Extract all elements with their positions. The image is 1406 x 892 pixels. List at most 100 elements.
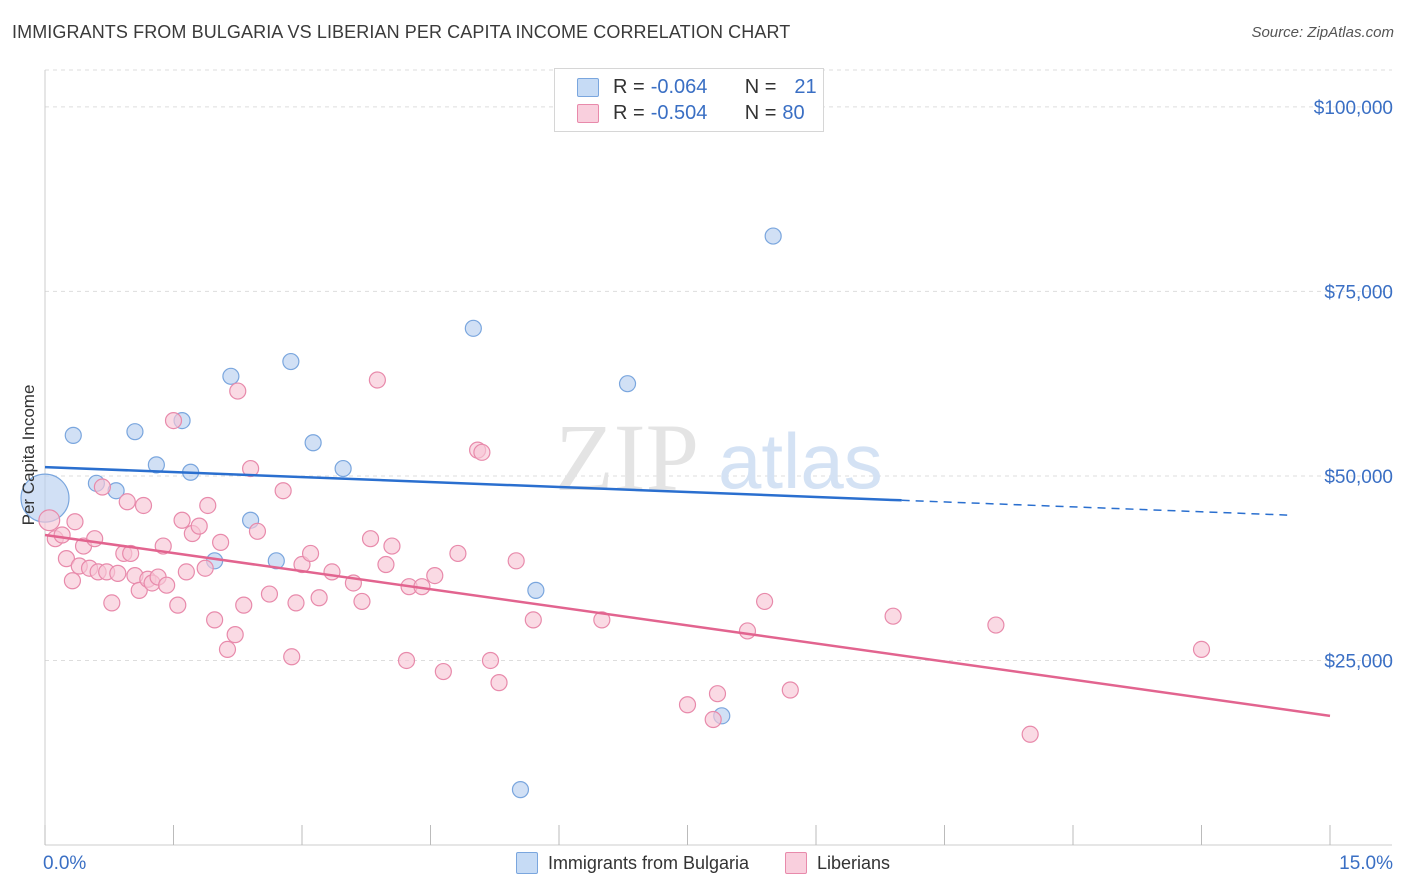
legend-box: R = -0.064 N = 21 R = -0.504 N = 80	[554, 68, 824, 132]
liberian-point	[86, 530, 104, 548]
bottom-legend-liberian: Liberians	[785, 852, 890, 874]
liberian-point	[738, 622, 757, 640]
liberian-point	[507, 552, 525, 570]
y-tick-label: $25,000	[1324, 651, 1393, 672]
trend-layer	[44, 465, 1331, 718]
liberian-point	[212, 533, 230, 551]
liberian-point	[310, 589, 328, 607]
y-axis-title: Per Capita Income	[19, 385, 38, 526]
liberian-point	[122, 544, 140, 563]
liberian-point	[383, 537, 401, 555]
liberian-point	[434, 662, 452, 681]
bulgaria-point	[527, 581, 545, 599]
legend-n-label: N =	[744, 75, 777, 98]
bulgaria-point	[147, 456, 165, 474]
points-layer	[20, 227, 1211, 799]
bulgaria-point	[511, 781, 530, 799]
watermark-zip: ZIP	[555, 404, 699, 511]
bulgaria-point	[282, 352, 300, 371]
liberian-point	[323, 563, 341, 581]
liberian-point	[377, 555, 395, 574]
liberian-point	[199, 496, 217, 515]
legend-r-value: -0.504	[650, 101, 708, 124]
liberian-point	[1192, 640, 1211, 659]
bottom-legend-swatch-liberian	[785, 852, 807, 874]
bulgaria-point	[464, 319, 482, 337]
bulgaria-point	[267, 552, 285, 570]
x-tick-label: 0.0%	[43, 853, 86, 874]
liberian-point	[196, 559, 214, 577]
liberian-point	[57, 550, 76, 568]
liberian-point	[678, 696, 697, 714]
y-tick-label: $50,000	[1324, 467, 1393, 488]
bottom-legend-bulgaria: Immigrants from Bulgaria	[515, 852, 749, 874]
chart-title: IMMIGRANTS FROM BULGARIA VS LIBERIAN PER…	[12, 22, 791, 42]
bulgaria-point	[304, 434, 322, 452]
liberian-point	[229, 382, 247, 400]
liberian-point	[226, 626, 244, 644]
liberian-trend-line	[44, 533, 1331, 718]
liberian-point	[524, 611, 542, 629]
liberian-point	[593, 611, 611, 629]
liberian-point	[118, 493, 136, 511]
liberian-point	[353, 592, 371, 611]
liberian-point	[218, 640, 237, 659]
liberian-point	[283, 648, 301, 666]
grid-layer	[45, 69, 1392, 661]
liberian-point	[368, 371, 386, 389]
liberian-point	[755, 592, 774, 611]
bulgaria-point	[334, 459, 352, 478]
liberian-point	[38, 509, 61, 532]
source-label: Source: ZipAtlas.com	[1251, 24, 1394, 41]
legend-row-liberian: R = -0.504 N = 80	[577, 101, 805, 125]
bulgaria-trend-line	[44, 465, 902, 502]
liberian-point	[190, 517, 208, 535]
liberian-point	[134, 496, 153, 515]
liberian-point	[260, 585, 279, 603]
bulgaria-point	[618, 375, 637, 393]
liberian-point	[173, 511, 191, 529]
bottom-legend-label: Immigrants from Bulgaria	[547, 852, 749, 873]
legend-r-value: -0.064	[650, 75, 708, 98]
liberian-point	[53, 526, 71, 544]
bulgaria-trend-extension	[901, 499, 1288, 516]
liberian-point	[1021, 725, 1039, 743]
liberian-point	[206, 611, 224, 629]
liberian-point	[301, 544, 320, 563]
liberian-point	[169, 596, 187, 614]
legend-r-label: R =	[613, 101, 645, 124]
legend-n-label: N =	[744, 101, 777, 124]
bulgaria-point	[222, 367, 240, 385]
liberian-point	[158, 576, 176, 594]
legend-swatch-bulgaria	[577, 77, 599, 97]
watermark-atlas: atlas	[718, 417, 883, 505]
legend-n-value: 80	[782, 101, 805, 124]
legend-r-label: R =	[613, 75, 645, 98]
bottom-legend-label: Liberians	[817, 852, 891, 873]
liberian-point	[177, 563, 195, 581]
legend-swatch-liberian	[577, 103, 599, 123]
y-tick-label: $100,000	[1314, 98, 1393, 119]
liberian-point	[481, 651, 500, 670]
legend-row-bulgaria: R = -0.064 N = 21	[577, 75, 817, 99]
liberian-point	[361, 530, 380, 548]
liberian-point	[103, 594, 121, 612]
bottom-legend-swatch-bulgaria	[515, 852, 538, 874]
axis-layer: $25,000 $50,000 $75,000 $100,000 0.0% 15.0%	[43, 70, 1393, 874]
liberian-point	[781, 681, 799, 699]
liberian-point	[708, 685, 727, 703]
liberian-point	[93, 478, 111, 496]
liberian-point	[248, 522, 267, 540]
bottom-legend: Immigrants from Bulgaria Liberians	[0, 852, 1406, 874]
bulgaria-point	[64, 426, 82, 444]
x-tick-label: 15.0%	[1339, 853, 1393, 874]
liberian-point	[473, 443, 491, 461]
liberian-point	[426, 566, 444, 585]
liberian-point	[66, 513, 84, 531]
bulgaria-point	[126, 423, 144, 441]
liberian-point	[109, 564, 127, 582]
liberian-point	[449, 544, 467, 563]
liberian-point	[397, 651, 416, 670]
liberian-point	[63, 572, 82, 590]
